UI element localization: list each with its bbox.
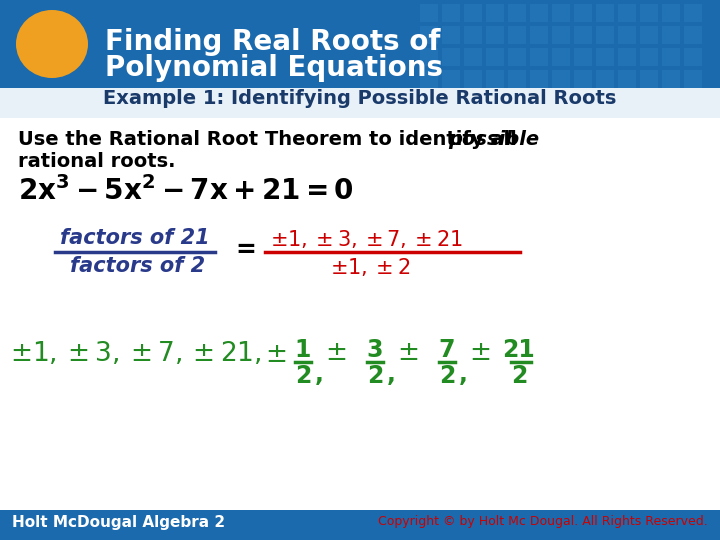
- FancyBboxPatch shape: [530, 70, 548, 88]
- Text: factors of 21: factors of 21: [60, 228, 210, 248]
- Text: 2: 2: [438, 364, 455, 388]
- Text: 1: 1: [294, 338, 311, 362]
- FancyBboxPatch shape: [618, 4, 636, 22]
- FancyBboxPatch shape: [596, 4, 614, 22]
- FancyBboxPatch shape: [486, 48, 504, 66]
- FancyBboxPatch shape: [552, 48, 570, 66]
- FancyBboxPatch shape: [530, 26, 548, 44]
- FancyBboxPatch shape: [442, 70, 460, 88]
- FancyBboxPatch shape: [442, 4, 460, 22]
- FancyBboxPatch shape: [552, 70, 570, 88]
- FancyBboxPatch shape: [552, 26, 570, 44]
- Text: $\mathbf{2x^3 - 5x^2 - 7x + 21 = 0}$: $\mathbf{2x^3 - 5x^2 - 7x + 21 = 0}$: [18, 176, 354, 206]
- FancyBboxPatch shape: [420, 70, 438, 88]
- Text: Polynomial Equations: Polynomial Equations: [105, 54, 443, 82]
- Text: 2: 2: [366, 364, 383, 388]
- Text: 2: 2: [294, 364, 311, 388]
- Text: $\pm$: $\pm$: [325, 340, 346, 366]
- FancyBboxPatch shape: [442, 48, 460, 66]
- FancyBboxPatch shape: [684, 48, 702, 66]
- FancyBboxPatch shape: [486, 70, 504, 88]
- Text: Example 1: Identifying Possible Rational Roots: Example 1: Identifying Possible Rational…: [103, 89, 617, 108]
- Text: Use the Rational Root Theorem to identify all: Use the Rational Root Theorem to identif…: [18, 130, 523, 149]
- FancyBboxPatch shape: [574, 26, 592, 44]
- FancyBboxPatch shape: [596, 70, 614, 88]
- FancyBboxPatch shape: [508, 48, 526, 66]
- FancyBboxPatch shape: [596, 26, 614, 44]
- FancyBboxPatch shape: [552, 4, 570, 22]
- Text: 7: 7: [438, 338, 455, 362]
- Text: 2: 2: [510, 364, 527, 388]
- FancyBboxPatch shape: [486, 26, 504, 44]
- FancyBboxPatch shape: [464, 70, 482, 88]
- FancyBboxPatch shape: [464, 26, 482, 44]
- FancyBboxPatch shape: [574, 4, 592, 22]
- FancyBboxPatch shape: [618, 48, 636, 66]
- Text: possible: possible: [448, 130, 539, 149]
- FancyBboxPatch shape: [684, 70, 702, 88]
- FancyBboxPatch shape: [530, 4, 548, 22]
- FancyBboxPatch shape: [508, 4, 526, 22]
- Text: $\pm$: $\pm$: [397, 340, 418, 366]
- FancyBboxPatch shape: [574, 70, 592, 88]
- Text: Copyright © by Holt Mc Dougal. All Rights Reserved.: Copyright © by Holt Mc Dougal. All Right…: [378, 515, 708, 528]
- FancyBboxPatch shape: [662, 26, 680, 44]
- FancyBboxPatch shape: [420, 48, 438, 66]
- Text: $\pm 1, \pm 2$: $\pm 1, \pm 2$: [330, 256, 410, 278]
- Text: ,: ,: [459, 362, 468, 386]
- FancyBboxPatch shape: [596, 48, 614, 66]
- Text: Finding Real Roots of: Finding Real Roots of: [105, 28, 441, 56]
- FancyBboxPatch shape: [640, 4, 658, 22]
- FancyBboxPatch shape: [640, 48, 658, 66]
- FancyBboxPatch shape: [574, 48, 592, 66]
- FancyBboxPatch shape: [0, 118, 720, 508]
- Text: ,: ,: [315, 362, 324, 386]
- FancyBboxPatch shape: [684, 4, 702, 22]
- FancyBboxPatch shape: [618, 26, 636, 44]
- Text: $\pm 1, \pm 3, \pm 7, \pm 21$: $\pm 1, \pm 3, \pm 7, \pm 21$: [270, 228, 463, 250]
- Text: $\pm 1, \pm 3, \pm 7, \pm 21,$: $\pm 1, \pm 3, \pm 7, \pm 21,$: [10, 340, 261, 367]
- FancyBboxPatch shape: [420, 26, 438, 44]
- Text: 21: 21: [503, 338, 536, 362]
- FancyBboxPatch shape: [420, 4, 438, 22]
- Text: rational roots.: rational roots.: [18, 152, 176, 171]
- FancyBboxPatch shape: [618, 70, 636, 88]
- FancyBboxPatch shape: [486, 4, 504, 22]
- Text: =: =: [235, 238, 256, 262]
- FancyBboxPatch shape: [0, 0, 720, 88]
- FancyBboxPatch shape: [662, 70, 680, 88]
- FancyBboxPatch shape: [530, 48, 548, 66]
- FancyBboxPatch shape: [508, 26, 526, 44]
- Text: Holt McDougal Algebra 2: Holt McDougal Algebra 2: [12, 515, 225, 530]
- Text: ,: ,: [387, 362, 396, 386]
- Ellipse shape: [16, 10, 88, 78]
- FancyBboxPatch shape: [464, 48, 482, 66]
- Text: $\pm$: $\pm$: [469, 340, 490, 366]
- FancyBboxPatch shape: [640, 70, 658, 88]
- Text: factors of 2: factors of 2: [70, 256, 205, 276]
- FancyBboxPatch shape: [442, 26, 460, 44]
- Text: 3: 3: [366, 338, 383, 362]
- FancyBboxPatch shape: [508, 70, 526, 88]
- FancyBboxPatch shape: [464, 4, 482, 22]
- FancyBboxPatch shape: [662, 48, 680, 66]
- Text: $\pm$: $\pm$: [265, 342, 287, 368]
- FancyBboxPatch shape: [640, 26, 658, 44]
- FancyBboxPatch shape: [0, 510, 720, 540]
- FancyBboxPatch shape: [662, 4, 680, 22]
- FancyBboxPatch shape: [0, 88, 720, 118]
- FancyBboxPatch shape: [684, 26, 702, 44]
